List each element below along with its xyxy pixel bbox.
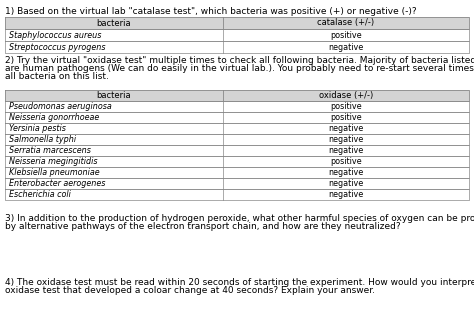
Text: all bacteria on this list.: all bacteria on this list. <box>5 72 109 81</box>
Bar <box>5 112 469 123</box>
Text: by alternative pathways of the electron transport chain, and how are they neutra: by alternative pathways of the electron … <box>5 222 401 231</box>
Text: negative: negative <box>328 190 364 199</box>
Text: 4) The oxidase test must be read within 20 seconds of starting the experiment. H: 4) The oxidase test must be read within … <box>5 278 474 287</box>
Text: positive: positive <box>330 102 362 111</box>
Bar <box>5 29 469 41</box>
Bar <box>5 17 469 29</box>
Bar <box>5 134 469 145</box>
Text: Staphylococcus aureus: Staphylococcus aureus <box>9 30 101 40</box>
Bar <box>5 189 469 200</box>
Text: negative: negative <box>328 168 364 177</box>
Text: catalase (+/-): catalase (+/-) <box>318 18 374 27</box>
Text: positive: positive <box>330 157 362 166</box>
Bar <box>5 41 469 53</box>
Text: 1) Based on the virtual lab "catalase test", which bacteria was positive (+) or : 1) Based on the virtual lab "catalase te… <box>5 7 417 16</box>
Text: Klebsiella pneumoniae: Klebsiella pneumoniae <box>9 168 100 177</box>
Text: negative: negative <box>328 135 364 144</box>
Text: Yersinia pestis: Yersinia pestis <box>9 124 66 133</box>
Bar <box>5 156 469 167</box>
Text: Enterobacter aerogenes: Enterobacter aerogenes <box>9 179 105 188</box>
Text: negative: negative <box>328 124 364 133</box>
Text: are human pathogens (We can do easily in the virtual lab.). You probably need to: are human pathogens (We can do easily in… <box>5 64 474 73</box>
Text: Neisseria megingitidis: Neisseria megingitidis <box>9 157 98 166</box>
Text: oxidase (+/-): oxidase (+/-) <box>319 91 373 100</box>
Bar <box>5 178 469 189</box>
Bar <box>5 123 469 134</box>
Text: 3) In addition to the production of hydrogen peroxide, what other harmful specie: 3) In addition to the production of hydr… <box>5 214 474 223</box>
Text: bacteria: bacteria <box>97 91 131 100</box>
Bar <box>5 101 469 112</box>
Text: Neisseria gonorrhoeae: Neisseria gonorrhoeae <box>9 113 99 122</box>
Bar <box>5 167 469 178</box>
Text: negative: negative <box>328 146 364 155</box>
Text: oxidase test that developed a coloar change at 40 seconds? Explain your answer.: oxidase test that developed a coloar cha… <box>5 286 375 295</box>
Text: negative: negative <box>328 179 364 188</box>
Text: Streptococcus pyrogens: Streptococcus pyrogens <box>9 43 106 51</box>
Text: Escherichia coli: Escherichia coli <box>9 190 71 199</box>
Text: 2) Try the virtual "oxidase test" multiple times to check all following bacteria: 2) Try the virtual "oxidase test" multip… <box>5 56 474 65</box>
Text: positive: positive <box>330 30 362 40</box>
Text: positive: positive <box>330 113 362 122</box>
Text: bacteria: bacteria <box>97 18 131 27</box>
Text: Serratia marcescens: Serratia marcescens <box>9 146 91 155</box>
Text: Pseudomonas aeruginosa: Pseudomonas aeruginosa <box>9 102 112 111</box>
Bar <box>5 90 469 101</box>
Text: Salmonella typhi: Salmonella typhi <box>9 135 76 144</box>
Text: negative: negative <box>328 43 364 51</box>
Bar <box>5 145 469 156</box>
